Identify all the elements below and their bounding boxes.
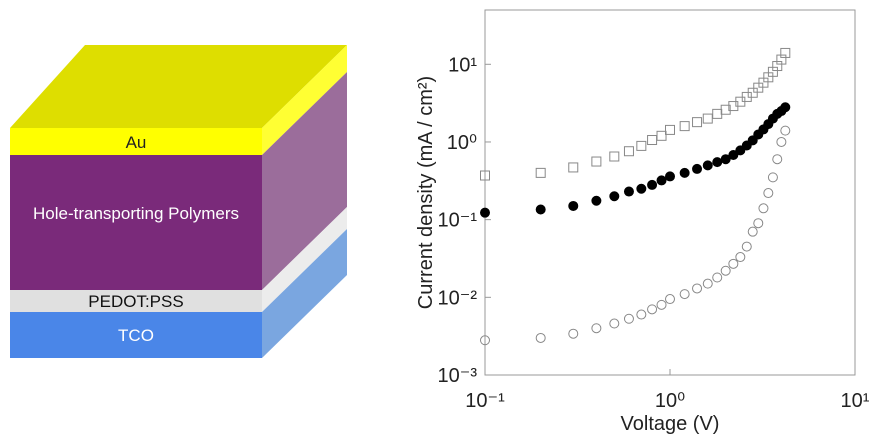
y-tick-label: 10⁻³ [438,365,478,387]
data-point [703,114,712,123]
data-point [610,152,619,161]
layer-label: TCO [118,326,154,345]
x-axis-label: Voltage (V) [621,413,720,435]
data-point [637,310,646,319]
device-stack: Au Hole-transporting Polymers PEDOT:PSS … [10,45,347,358]
data-point [592,196,601,205]
y-tick-label: 10⁻¹ [438,210,478,232]
data-point [768,173,777,182]
layer-label: Au [126,133,147,152]
data-point [624,187,633,196]
data-point [680,168,689,177]
data-point [569,201,578,210]
data-point [657,131,666,140]
data-point [721,266,730,275]
data-point [748,227,757,236]
data-point [569,329,578,338]
x-tick-label: 10⁰ [655,390,685,412]
data-point [657,176,666,185]
data-point [637,184,646,193]
x-tick-label: 10⁻¹ [465,390,505,412]
figure: Au Hole-transporting Polymers PEDOT:PSS … [0,0,872,437]
y-tick-label: 10¹ [448,54,477,76]
data-point [610,192,619,201]
data-point [754,83,763,92]
data-point [610,319,619,328]
data-point [637,141,646,150]
data-point [536,168,545,177]
x-tick-label: 10¹ [841,390,870,412]
data-point [666,172,675,181]
data-point [666,125,675,134]
data-point [736,253,745,262]
data-point [666,295,675,304]
layer-label: Hole-transporting Polymers [30,203,242,225]
data-point [592,324,601,333]
data-point [481,208,490,217]
data-point [657,300,666,309]
data-point [680,290,689,299]
y-tick-label: 10⁻² [438,287,478,309]
data-point [693,284,702,293]
y-axis-label: Current density (mA / cm²) [415,76,437,309]
data-point [754,219,763,228]
data-point [648,305,657,314]
data-point [713,273,722,282]
data-point [764,189,773,198]
data-point [773,155,782,164]
data-point [536,333,545,342]
data-point [703,161,712,170]
data-point [713,109,722,118]
data-point [713,158,722,167]
data-point [624,314,633,323]
layer-label-box: Hole-transporting Polymers [30,203,242,253]
data-point [592,157,601,166]
data-point [759,204,768,213]
data-point [569,163,578,172]
data-point [742,242,751,251]
data-point [781,48,790,57]
plot-frame [485,10,855,375]
data-point [680,122,689,131]
data-point [693,118,702,127]
data-point [703,279,712,288]
data-point [777,137,786,146]
data-point [624,147,633,156]
data-point [781,126,790,135]
layer-label: PEDOT:PSS [88,292,183,311]
chart: 10⁻¹ 10⁰ 10¹ 10⁻³ 10⁻² 10⁻¹ 10⁰ 10¹ Voltage (V) C… [415,10,870,435]
data-point [536,205,545,214]
data-point [693,164,702,173]
data-point [781,103,790,112]
y-tick-label: 10⁰ [447,132,477,154]
data-point [729,259,738,268]
data-point [648,180,657,189]
data-point [648,136,657,145]
